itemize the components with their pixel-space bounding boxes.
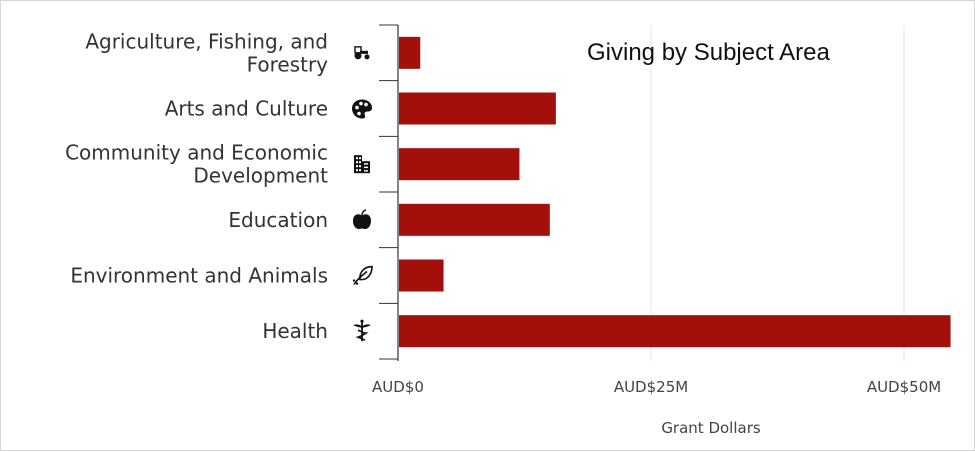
tractor-icon [354,46,370,60]
category-icons [352,46,373,342]
category-label: Community and Economic [65,141,328,165]
palette-icon [352,99,372,119]
x-tick-label: AUD$0 [372,378,424,396]
category-label: Health [262,319,328,343]
bar [399,315,951,348]
bar [399,36,421,69]
category-label: Environment and Animals [70,264,328,288]
axes [379,24,399,361]
leaf-icon [352,265,373,285]
x-tick-label: AUD$25M [614,378,688,396]
apple-icon [353,209,371,230]
category-label: Education [228,208,328,232]
grid-lines [650,25,905,361]
bar [399,259,444,292]
bar [399,148,520,181]
bar [399,92,556,125]
x-tick-label: AUD$50M [867,378,941,396]
category-label: Arts and Culture [165,97,328,121]
category-label: Agriculture, Fishing, and [85,29,328,53]
x-axis-title: Grant Dollars [661,419,761,437]
bars [399,36,951,348]
chart-title: Giving by Subject Area [587,39,830,66]
buildings-icon [354,155,370,174]
bar [399,203,550,236]
caduceus-icon [353,319,371,342]
category-label: Development [193,164,328,188]
category-label: Forestry [247,52,329,76]
